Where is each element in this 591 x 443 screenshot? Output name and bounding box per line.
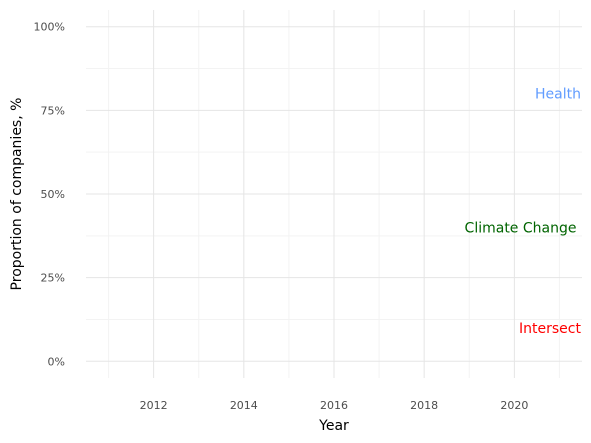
major-gridlines [86,10,582,378]
y-tick-label: 50% [41,188,65,201]
x-tick-label: 2020 [500,399,528,412]
x-tick-label: 2016 [320,399,348,412]
x-tick-label: 2012 [140,399,168,412]
y-axis-ticks: 0% 25% 50% 75% 100% [34,21,65,369]
series-label: Health [535,87,581,103]
series-label: Intersect [519,321,581,337]
x-axis-title: Year [318,418,349,434]
x-tick-label: 2018 [410,399,438,412]
y-axis-title: Proportion of companies, % [9,98,25,291]
x-axis-ticks: 2012 2014 2016 2018 2020 [140,399,529,412]
y-tick-label: 75% [41,104,65,117]
x-tick-label: 2014 [230,399,258,412]
series-label: Climate Change [465,220,577,236]
y-tick-label: 25% [41,272,65,285]
series-labels: Health Climate Change Intersect [465,87,582,337]
y-tick-label: 0% [48,355,65,368]
y-tick-label: 100% [34,21,65,34]
